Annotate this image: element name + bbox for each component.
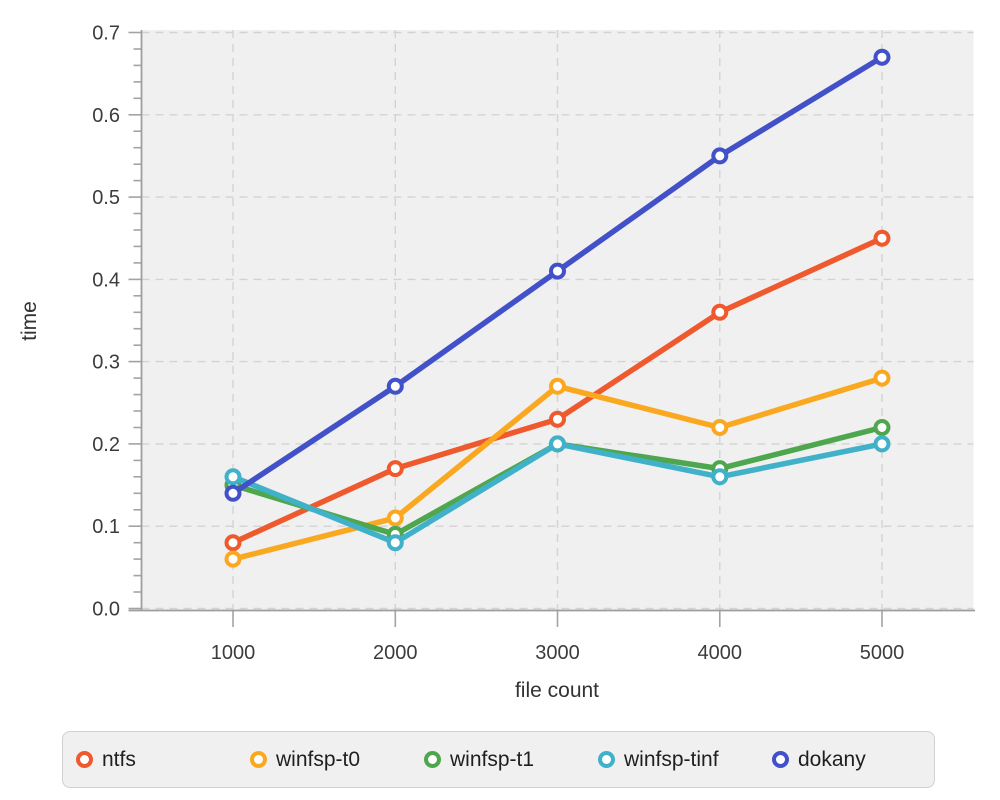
legend-item-winfsp-t1: winfsp-t1 — [424, 748, 598, 772]
data-point — [873, 435, 891, 453]
data-point — [549, 410, 566, 428]
data-point — [711, 303, 729, 321]
data-point — [386, 460, 404, 478]
legend-label: winfsp-t0 — [276, 747, 361, 771]
y-tick-label: 0.4 — [92, 269, 120, 291]
legend-item-winfsp-tinf: winfsp-tinf — [598, 748, 772, 772]
legend-marker-icon — [76, 751, 93, 768]
data-point — [549, 377, 566, 395]
legend-marker-icon — [772, 751, 789, 768]
series-winfsp-t0 — [224, 369, 891, 568]
y-tick-label: 0.1 — [92, 516, 120, 538]
x-tick-label: 2000 — [373, 642, 418, 664]
legend-label: winfsp-tinf — [624, 747, 719, 771]
y-tick-label: 0.6 — [92, 105, 120, 127]
data-point — [224, 550, 242, 568]
x-tick-label: 5000 — [860, 642, 905, 664]
legend-label: winfsp-t1 — [450, 747, 535, 771]
y-tick-label: 0.0 — [92, 599, 120, 621]
legend-label: ntfs — [102, 747, 136, 771]
data-point — [711, 147, 729, 165]
legend-marker-icon — [250, 751, 267, 768]
y-tick-label: 0.7 — [92, 23, 120, 45]
series-winfsp-tinf — [224, 435, 891, 552]
legend-item-dokany: dokany — [772, 748, 866, 772]
x-tick-label: 4000 — [698, 642, 743, 664]
data-point — [386, 534, 404, 552]
x-tick-label: 3000 — [535, 642, 580, 664]
data-point — [549, 262, 566, 280]
legend-marker-icon — [598, 751, 615, 768]
data-point — [224, 484, 242, 502]
y-axis-title: time — [18, 301, 41, 341]
data-point — [873, 229, 891, 247]
data-point — [386, 509, 404, 527]
series-dokany — [224, 48, 891, 502]
series-ntfs — [224, 229, 891, 552]
data-point — [873, 369, 891, 387]
legend-marker-icon — [424, 751, 441, 768]
y-tick-label: 0.2 — [92, 434, 120, 456]
data-point — [711, 419, 729, 436]
axis-spines — [128, 30, 975, 612]
legend-item-ntfs: ntfs — [76, 748, 250, 772]
chart-legend: ntfs winfsp-t0 winfsp-t1 winfsp-tinf dokany — [62, 731, 935, 788]
y-tick-label: 0.3 — [92, 352, 120, 374]
data-point — [549, 435, 566, 453]
x-tick-labels: 1000 2000 3000 4000 5000 — [211, 642, 905, 664]
data-point — [224, 468, 242, 486]
data-point — [386, 377, 404, 395]
y-tick-labels: 0.0 0.1 0.2 0.3 0.4 0.5 0.6 0.7 — [92, 23, 120, 621]
plot-area: 0.0 0.1 0.2 0.3 0.4 0.5 0.6 0.7 1000 2000 3000 4000… — [92, 23, 975, 664]
y-tick-label: 0.5 — [92, 187, 120, 209]
data-point — [873, 48, 891, 66]
legend-label: dokany — [798, 747, 866, 771]
x-axis-title: file count — [515, 679, 599, 702]
x-tick-label: 1000 — [211, 642, 256, 664]
data-point — [224, 534, 242, 552]
data-point — [873, 419, 891, 436]
axis-ticks — [128, 31, 883, 627]
data-point — [711, 468, 729, 486]
legend-item-winfsp-t0: winfsp-t0 — [250, 748, 424, 772]
plot-svg: 0.0 0.1 0.2 0.3 0.4 0.5 0.6 0.7 1000 2000 3000 4000… — [18, 23, 975, 702]
